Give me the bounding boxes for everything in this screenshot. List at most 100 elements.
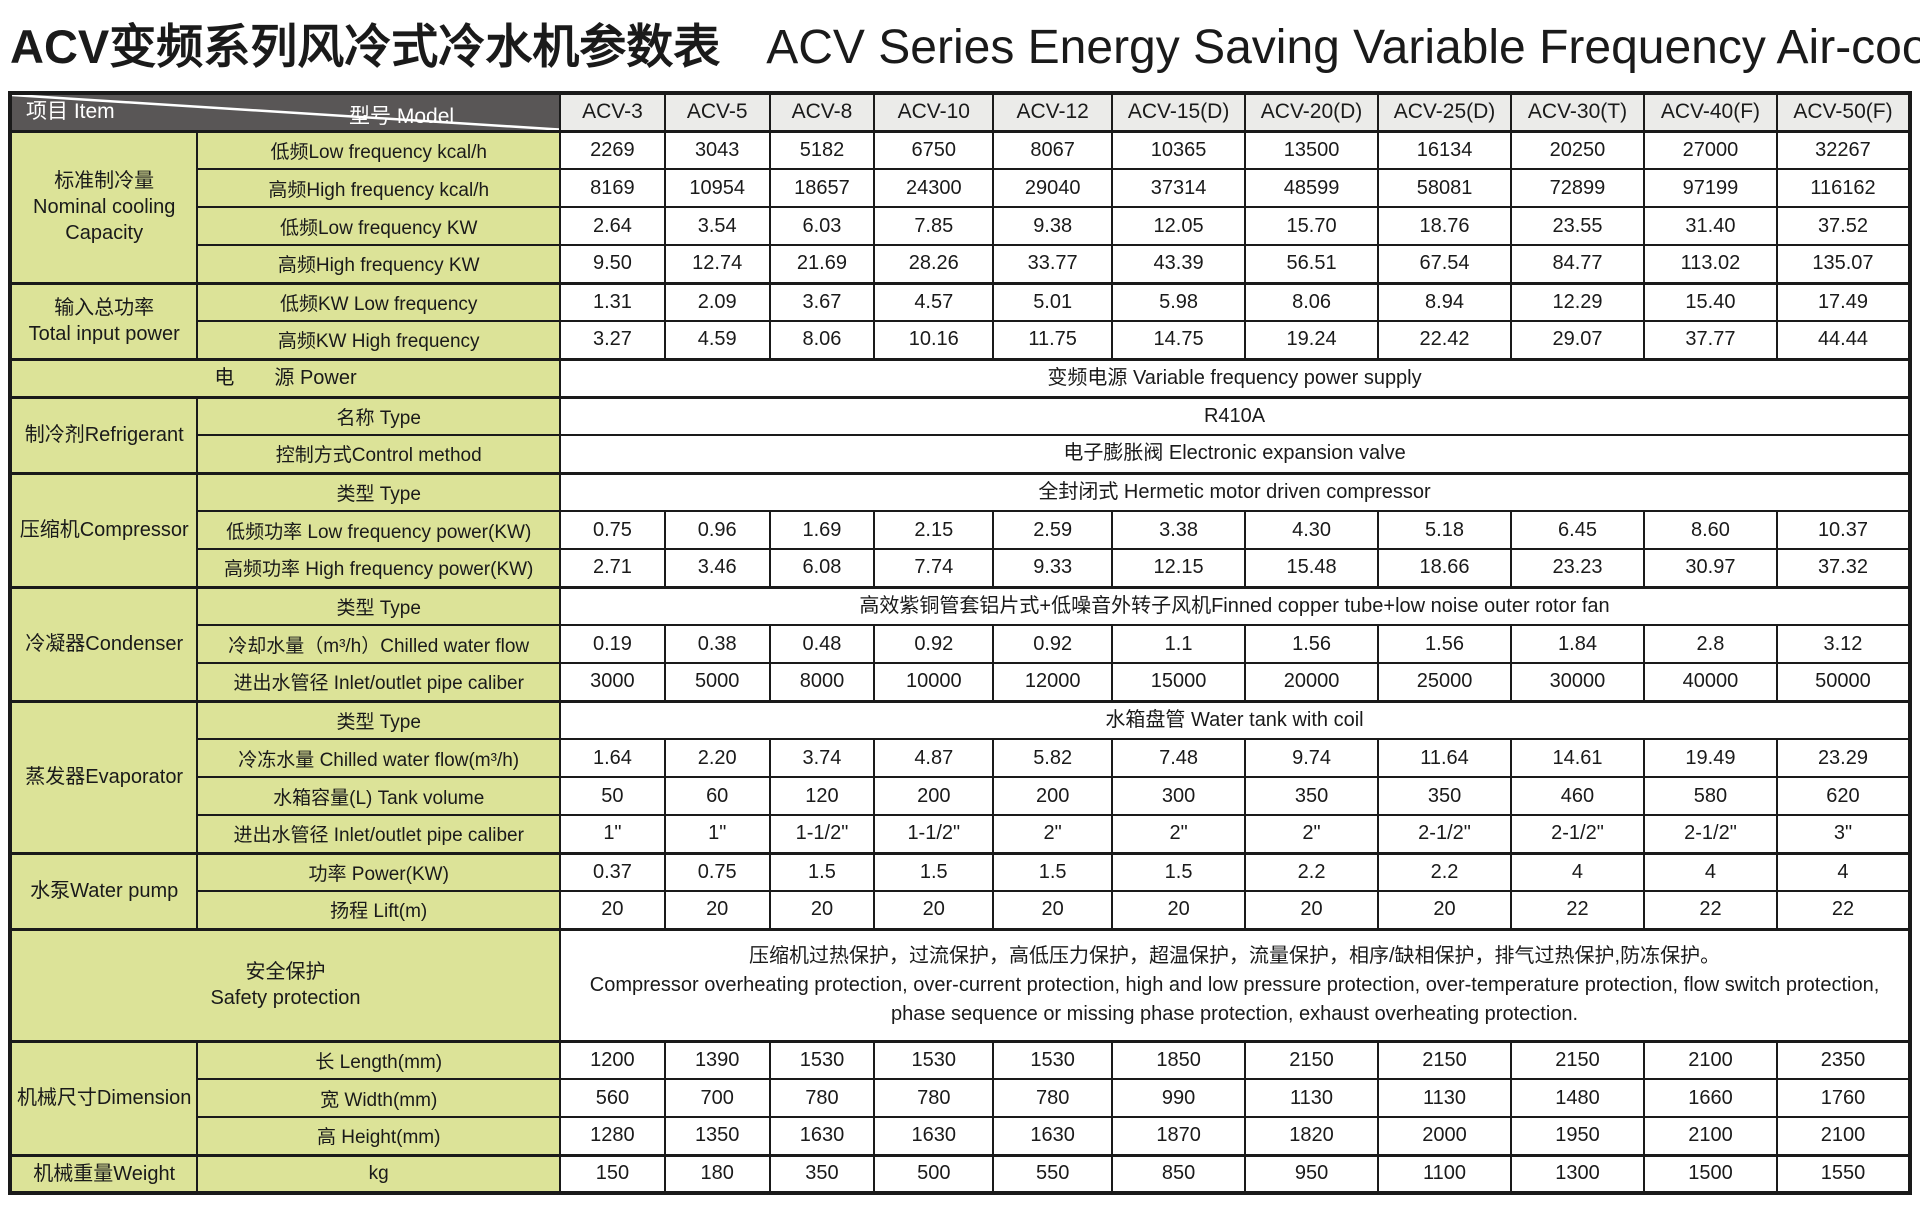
value-cell: 5.18 <box>1377 510 1512 550</box>
value-cell: 11.64 <box>1377 738 1512 778</box>
value-cell: 1870 <box>1111 1116 1247 1156</box>
value-cell: 1100 <box>1377 1153 1512 1194</box>
section-label: 冷凝器Condenser <box>8 585 199 702</box>
value-cell: 2100 <box>1642 1039 1778 1080</box>
value-cell: 5.98 <box>1111 281 1247 322</box>
value-cell: 5000 <box>663 662 771 702</box>
value-cell: 0.37 <box>559 851 666 892</box>
value-cell: 1" <box>559 814 666 854</box>
value-cell: 20 <box>768 890 876 930</box>
value-cell: 350 <box>1244 776 1380 816</box>
value-cell: 9.74 <box>1244 738 1380 778</box>
value-cell: 780 <box>992 1078 1114 1118</box>
value-cell: 12000 <box>992 662 1114 702</box>
value-cell: 24300 <box>873 168 995 208</box>
value-cell: 1-1/2" <box>873 814 995 854</box>
value-cell: 2.09 <box>663 281 771 322</box>
value-cell: 8000 <box>768 662 876 702</box>
value-cell: 300 <box>1111 776 1247 816</box>
value-cell: 6.03 <box>768 206 876 246</box>
section-label: 压缩机Compressor <box>8 471 199 588</box>
value-cell: 135.07 <box>1775 244 1912 284</box>
value-cell: 5.82 <box>992 738 1114 778</box>
value-cell: 3.12 <box>1775 624 1912 664</box>
value-cell: 580 <box>1642 776 1778 816</box>
row-label: 高 Height(mm) <box>196 1116 562 1156</box>
value-cell: 7.74 <box>873 548 995 588</box>
value-cell: 2350 <box>1775 1039 1912 1080</box>
value-cell: 1550 <box>1775 1153 1912 1194</box>
row-label: 控制方式Control method <box>196 434 562 474</box>
value-cell: 180 <box>663 1153 771 1194</box>
value-cell: 4 <box>1510 851 1645 892</box>
section-label: 蒸发器Evaporator <box>8 699 199 854</box>
value-cell: 4.57 <box>873 281 995 322</box>
value-cell: 23.29 <box>1775 738 1912 778</box>
merged-value-cell: 变频电源 Variable frequency power supply <box>559 357 1911 398</box>
value-cell: 20000 <box>1244 662 1380 702</box>
value-cell: 1500 <box>1642 1153 1778 1194</box>
value-cell: 22 <box>1642 890 1778 930</box>
merged-value-cell: 全封闭式 Hermetic motor driven compressor <box>559 471 1911 512</box>
value-cell: 560 <box>559 1078 666 1118</box>
value-cell: 116162 <box>1775 168 1912 208</box>
value-cell: 2000 <box>1377 1116 1512 1156</box>
value-cell: 43.39 <box>1111 244 1247 284</box>
value-cell: 8.94 <box>1377 281 1512 322</box>
value-cell: 620 <box>1775 776 1912 816</box>
value-cell: 3043 <box>663 129 771 170</box>
corner-item-label: 项目 Item <box>26 99 115 123</box>
value-cell: 1300 <box>1510 1153 1645 1194</box>
value-cell: 48599 <box>1244 168 1380 208</box>
row-label: 高频High frequency kcal/h <box>196 168 562 208</box>
value-cell: 700 <box>663 1078 771 1118</box>
value-cell: 22 <box>1510 890 1645 930</box>
value-cell: 56.51 <box>1244 244 1380 284</box>
value-cell: 20 <box>663 890 771 930</box>
value-cell: 20 <box>873 890 995 930</box>
model-header: ACV-25(D) <box>1377 92 1512 132</box>
value-cell: 19.49 <box>1642 738 1778 778</box>
value-cell: 28.26 <box>873 244 995 284</box>
value-cell: 17.49 <box>1775 281 1912 322</box>
section-label: 制冷剂Refrigerant <box>8 395 199 474</box>
value-cell: 13500 <box>1244 129 1380 170</box>
value-cell: 3" <box>1775 814 1912 854</box>
value-cell: 12.74 <box>663 244 771 284</box>
row-label: 进出水管径 Inlet/outlet pipe caliber <box>196 662 562 702</box>
value-cell: 0.92 <box>992 624 1114 664</box>
row-label: 类型 Type <box>196 471 562 512</box>
model-header: ACV-5 <box>663 92 771 132</box>
row-label: 冷冻水量 Chilled water flow(m³/h) <box>196 738 562 778</box>
model-header: ACV-10 <box>873 92 995 132</box>
value-cell: 1350 <box>663 1116 771 1156</box>
row-label: 低频Low frequency KW <box>196 206 562 246</box>
value-cell: 2.59 <box>992 510 1114 550</box>
value-cell: 3.74 <box>768 738 876 778</box>
value-cell: 1950 <box>1510 1116 1645 1156</box>
value-cell: 30000 <box>1510 662 1645 702</box>
value-cell: 7.48 <box>1111 738 1247 778</box>
value-cell: 2150 <box>1510 1039 1645 1080</box>
value-cell: 10000 <box>873 662 995 702</box>
merged-value-cell: R410A <box>559 395 1911 436</box>
value-cell: 0.48 <box>768 624 876 664</box>
value-cell: 10954 <box>663 168 771 208</box>
value-cell: 37314 <box>1111 168 1247 208</box>
section-label: 机械尺寸Dimension <box>8 1039 199 1156</box>
row-label: 功率 Power(KW) <box>196 851 562 892</box>
value-cell: 11.75 <box>992 320 1114 360</box>
value-cell: 1.5 <box>768 851 876 892</box>
value-cell: 1200 <box>559 1039 666 1080</box>
value-cell: 1130 <box>1244 1078 1380 1118</box>
value-cell: 8067 <box>992 129 1114 170</box>
value-cell: 2-1/2" <box>1642 814 1778 854</box>
value-cell: 0.38 <box>663 624 771 664</box>
value-cell: 15.40 <box>1642 281 1778 322</box>
value-cell: 20250 <box>1510 129 1645 170</box>
model-header: ACV-12 <box>992 92 1114 132</box>
section-label: 水泵Water pump <box>8 851 199 930</box>
value-cell: 350 <box>1377 776 1512 816</box>
value-cell: 27000 <box>1642 129 1778 170</box>
table-body: 标准制冷量 Nominal cooling Capacity 低频Low freq… <box>8 129 1912 1194</box>
